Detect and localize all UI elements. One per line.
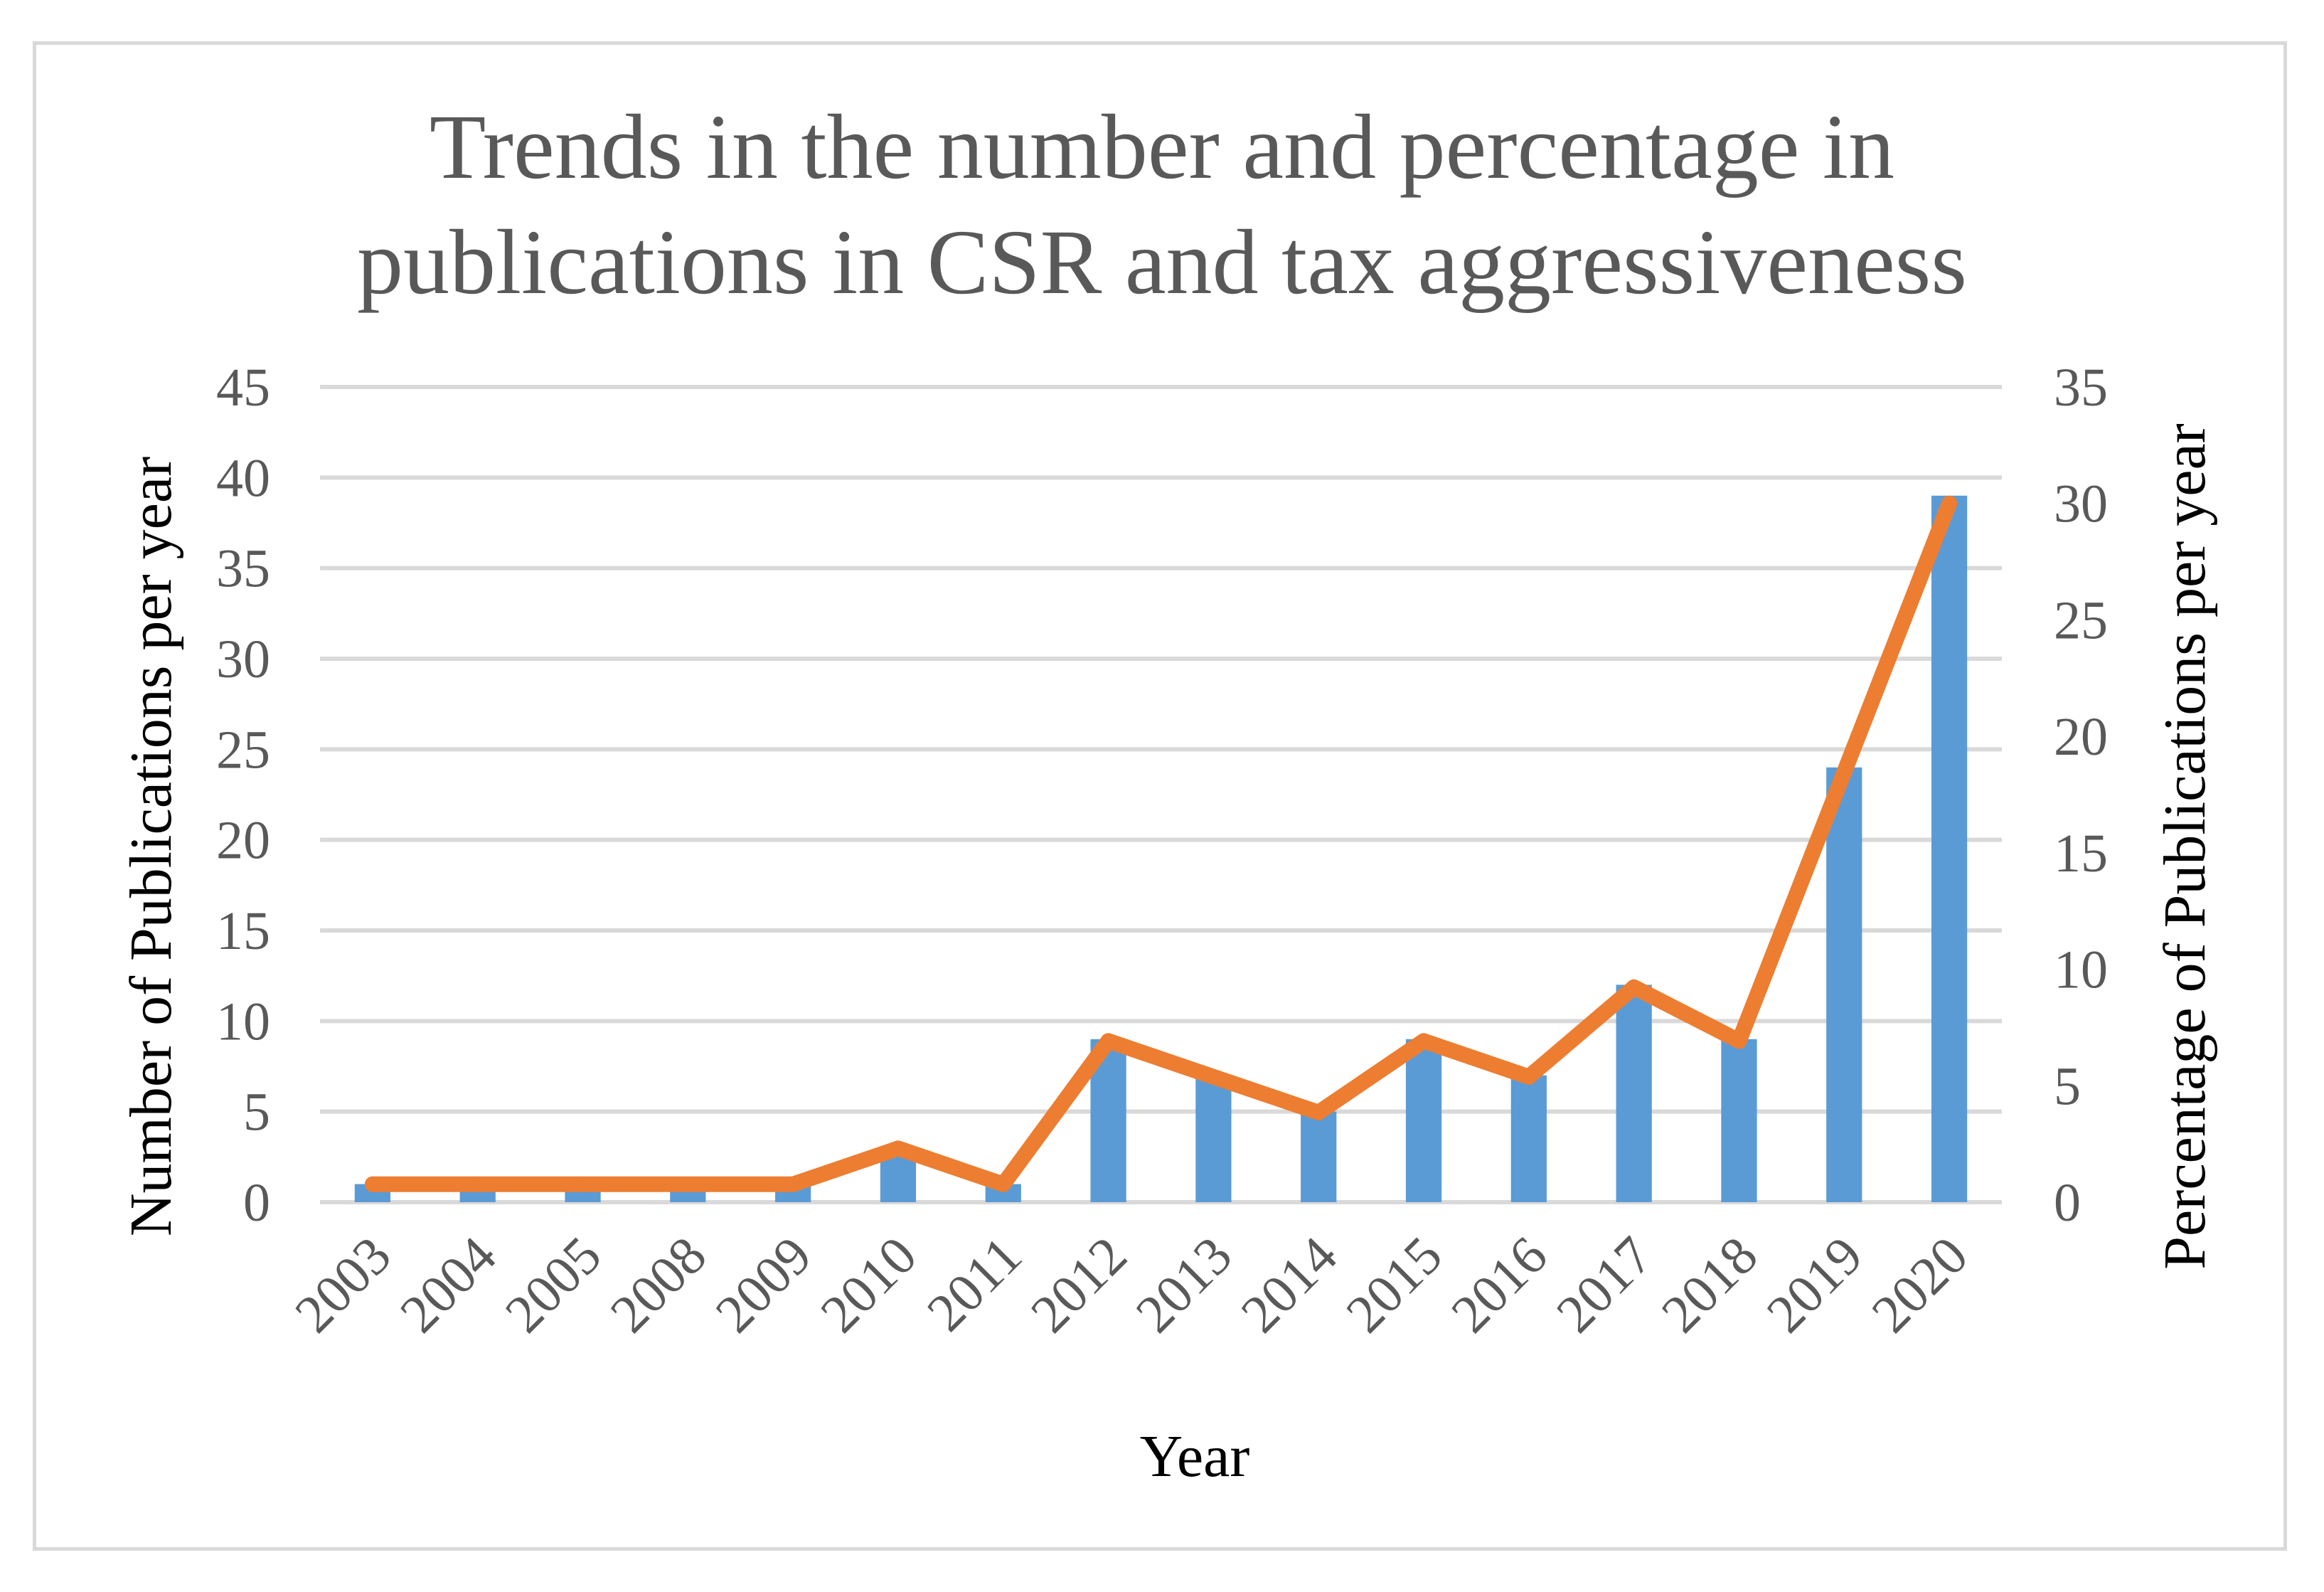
x-tick-label: 2014 (1230, 1226, 1348, 1344)
line-point-2020 (1941, 495, 1958, 511)
left-tick-label: 10 (216, 992, 270, 1051)
x-tick-label: 2008 (599, 1226, 718, 1344)
bar-2015 (1405, 1039, 1442, 1202)
right-axis-title: Percentage of Publications per year (2152, 423, 2218, 1270)
x-tick-label: 2003 (284, 1226, 403, 1344)
bar-series (354, 495, 1968, 1202)
left-tick-label: 35 (216, 539, 270, 599)
x-tick-label: 2012 (1020, 1226, 1139, 1344)
percentage-line (364, 495, 1958, 1192)
bar-2014 (1301, 1111, 1337, 1202)
right-tick-label: 20 (2054, 707, 2108, 767)
x-tick-label: 2004 (389, 1226, 508, 1344)
bar-2019 (1826, 767, 1862, 1202)
left-tick-label: 45 (216, 358, 270, 418)
x-tick-label: 2015 (1335, 1226, 1454, 1344)
chart-title-line-1: Trends in the number and percentage in (430, 96, 1894, 198)
line-point-2008 (680, 1176, 696, 1192)
left-tick-label: 20 (216, 811, 270, 871)
right-tick-label: 30 (2054, 474, 2108, 534)
left-tick-label: 40 (216, 448, 270, 508)
right-tick-label: 15 (2054, 824, 2108, 883)
x-tick-label: 2018 (1651, 1226, 1769, 1344)
x-tick-label: 2013 (1125, 1226, 1244, 1344)
x-tick-label: 2010 (809, 1226, 928, 1344)
left-tick-label: 5 (243, 1083, 270, 1142)
bar-2020 (1931, 495, 1968, 1202)
line-point-2019 (1836, 764, 1853, 780)
bar-2013 (1195, 1075, 1232, 1202)
x-axis-title: Year (1140, 1423, 1250, 1490)
line-point-2005 (575, 1176, 591, 1192)
x-tick-label: 2016 (1440, 1226, 1559, 1344)
right-tick-label: 35 (2054, 358, 2108, 418)
bar-2018 (1721, 1039, 1757, 1202)
line-point-2010 (890, 1140, 906, 1157)
line-point-2013 (1205, 1068, 1222, 1085)
x-tick-label: 2011 (916, 1226, 1033, 1343)
x-tick-label: 2005 (494, 1226, 613, 1344)
line-point-2018 (1731, 1033, 1747, 1049)
right-axis-ticks: 0 5 10 15 20 25 30 35 (2054, 358, 2108, 1233)
x-tick-label: 2009 (704, 1226, 823, 1344)
left-axis-ticks: 0 5 10 15 20 25 30 35 40 45 (216, 358, 270, 1233)
left-tick-label: 15 (216, 901, 270, 961)
line-point-2016 (1520, 1068, 1537, 1085)
line-point-2015 (1416, 1033, 1432, 1049)
bar-2017 (1616, 985, 1652, 1202)
left-axis-title: Number of Publications per year (118, 457, 184, 1236)
line-point-2003 (364, 1176, 380, 1192)
left-tick-label: 25 (216, 720, 270, 780)
chart-title-line-2: publications in CSR and tax aggressivene… (357, 211, 1967, 314)
line-point-2012 (1100, 1033, 1116, 1049)
x-axis-ticks: 2003200420052008200920102011201220132014… (284, 1226, 1979, 1344)
line-point-2017 (1626, 979, 1642, 995)
line-point-2009 (785, 1176, 801, 1192)
x-tick-label: 2020 (1860, 1226, 1979, 1344)
right-tick-label: 5 (2054, 1056, 2081, 1116)
x-tick-label: 2017 (1545, 1226, 1664, 1344)
chart-frame (33, 41, 2287, 1551)
line-point-2011 (995, 1176, 1011, 1192)
line-series (364, 495, 1958, 1192)
right-tick-label: 10 (2054, 940, 2108, 1000)
right-tick-label: 0 (2054, 1173, 2081, 1233)
right-tick-label: 25 (2054, 590, 2108, 650)
line-point-2014 (1311, 1104, 1327, 1120)
left-tick-label: 30 (216, 630, 270, 689)
x-tick-label: 2019 (1755, 1226, 1874, 1344)
bar-2016 (1510, 1075, 1547, 1202)
left-tick-label: 0 (243, 1173, 270, 1233)
line-point-2004 (469, 1176, 486, 1192)
